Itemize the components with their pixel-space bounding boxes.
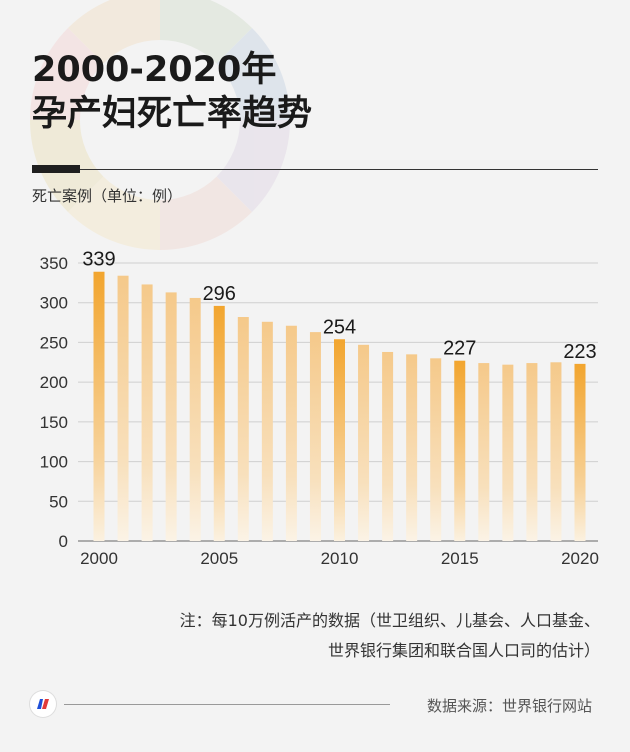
data-label-2020: 223 [563, 341, 596, 363]
y-tick-label: 200 [40, 373, 68, 392]
y-tick-label: 0 [59, 532, 68, 551]
chart-title: 2000-2020年 孕产妇死亡率趋势 [32, 48, 312, 136]
bar-2002 [141, 284, 153, 541]
y-tick-label: 250 [40, 333, 68, 352]
bar-2015 [454, 360, 466, 541]
bar-2017 [502, 364, 514, 541]
bar-2006 [237, 317, 249, 541]
bar-2007 [261, 321, 273, 541]
x-tick-label-2015: 2015 [441, 549, 479, 568]
chart-title-line1: 2000-2020年 [32, 50, 277, 90]
bar-2001 [117, 275, 129, 541]
logo-icon [37, 699, 49, 709]
data-label-2000: 339 [82, 249, 115, 271]
bar-2018 [526, 363, 538, 541]
y-tick-label: 50 [49, 492, 68, 511]
footnote: 注：每10万例活产的数据（世卫组织、儿基会、人口基金、 世界银行集团和联合国人口… [40, 606, 600, 666]
bar-2013 [406, 354, 418, 541]
x-tick-label-2010: 2010 [321, 549, 359, 568]
x-tick-label-2020: 2020 [561, 549, 599, 568]
y-tick-label: 300 [40, 294, 68, 313]
decorative-color-wheel [29, 0, 291, 251]
footnote-line2: 世界银行集团和联合国人口司的估计） [327, 641, 600, 660]
bar-2014 [430, 358, 442, 541]
x-tick-label-2000: 2000 [80, 549, 118, 568]
bar-2005 [213, 305, 225, 541]
data-label-2010: 254 [323, 316, 356, 338]
publisher-logo [30, 691, 56, 717]
data-label-2015: 227 [443, 338, 476, 360]
data-label-2005: 296 [203, 283, 236, 305]
bar-2019 [550, 362, 562, 541]
bar-2012 [382, 351, 394, 541]
footnote-line1: 注：每10万例活产的数据（世卫组织、儿基会、人口基金、 [179, 611, 600, 630]
bar-2004 [189, 297, 201, 541]
chart-title-line2: 孕产妇死亡率趋势 [32, 94, 313, 134]
bar-2020 [574, 363, 586, 541]
bar-2003 [165, 292, 177, 541]
x-tick-label-2005: 2005 [200, 549, 238, 568]
y-tick-label: 350 [40, 254, 68, 273]
bar-2016 [478, 363, 490, 541]
bar-2010 [334, 339, 345, 541]
y-tick-label: 100 [40, 453, 68, 472]
bar-2009 [309, 332, 321, 541]
bar-2011 [358, 344, 370, 541]
footer-divider [64, 704, 390, 705]
bar-2000 [93, 271, 105, 541]
y-axis-unit-label: 死亡案例（单位：例） [32, 187, 183, 205]
bar-chart: 0 50 100 150 200 250 300 350 339 296 254 227 223 20… [40, 249, 599, 568]
title-accent-bar [32, 165, 80, 173]
bar-2008 [285, 325, 297, 541]
y-tick-label: 150 [40, 413, 68, 432]
data-source: 数据来源：世界银行网站 [426, 697, 592, 715]
title-divider [80, 169, 598, 170]
